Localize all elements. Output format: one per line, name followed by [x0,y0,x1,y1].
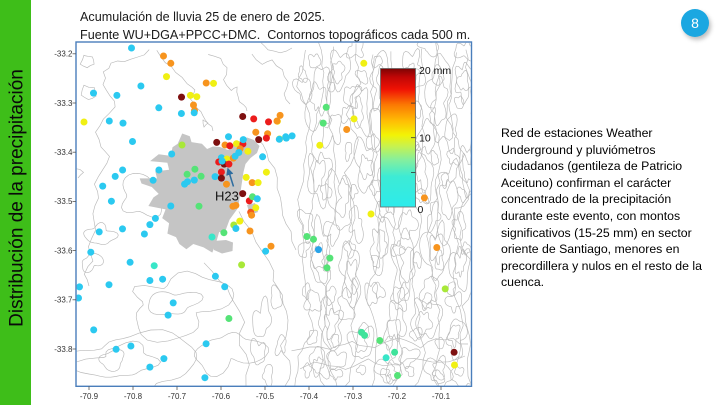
svg-text:-70.4: -70.4 [300,392,319,401]
svg-text:-70.2: -70.2 [388,392,407,401]
svg-text:10: 10 [419,133,431,145]
svg-text:-33.4: -33.4 [54,148,73,157]
svg-text:-33.7: -33.7 [54,296,73,305]
svg-text:-70.6: -70.6 [212,392,231,401]
svg-text:-70.5: -70.5 [256,392,275,401]
svg-text:-33.6: -33.6 [54,246,73,255]
svg-text:-70.1: -70.1 [432,392,451,401]
svg-text:20 mm: 20 mm [419,65,451,77]
svg-text:-70.8: -70.8 [124,392,143,401]
svg-text:-70.3: -70.3 [344,392,363,401]
svg-text:0: 0 [418,204,424,216]
svg-text:-33.2: -33.2 [54,50,73,59]
svg-text:-70.9: -70.9 [80,392,99,401]
svg-text:-33.3: -33.3 [54,99,73,108]
svg-text:-33.5: -33.5 [54,197,73,206]
svg-text:-33.8: -33.8 [54,345,73,354]
svg-text:-70.7: -70.7 [168,392,187,401]
svg-text:H23: H23 [215,189,239,204]
